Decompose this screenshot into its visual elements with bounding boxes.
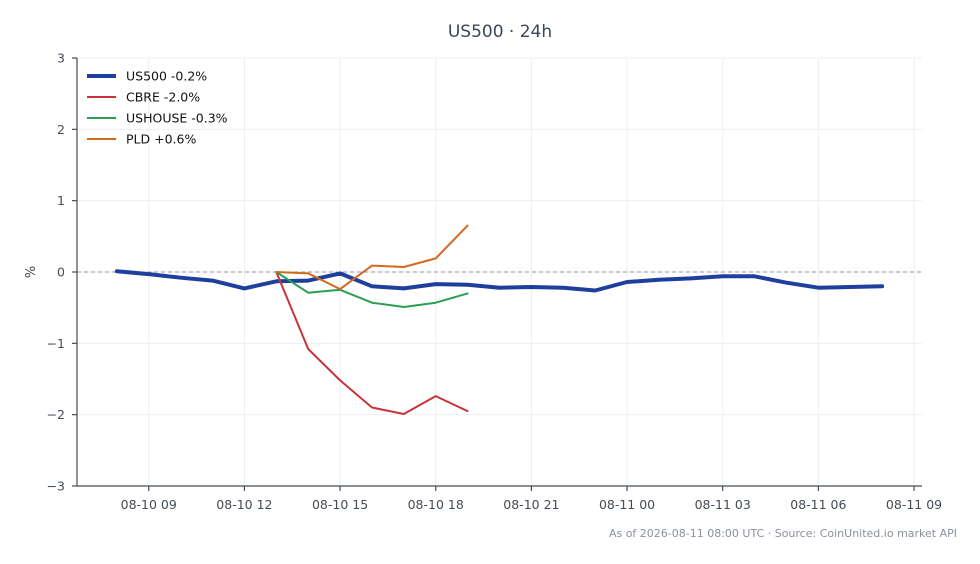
x-tick-label: 08-10 09 [121, 497, 177, 512]
chart-title: US500 · 24h [448, 22, 552, 42]
chart-footer: As of 2026-08-11 08:00 UTC · Source: Coi… [609, 527, 957, 540]
series-lines [114, 224, 885, 415]
legend: US500 -0.2% CBRE -2.0% USHOUSE -0.3% PLD +0… [87, 69, 228, 147]
legend-label: PLD +0.6% [126, 132, 196, 147]
x-tick-label: 08-11 03 [695, 497, 751, 512]
y-axis-label: % [24, 266, 39, 278]
legend-label: US500 -0.2% [126, 69, 207, 84]
x-tick-label: 08-11 00 [599, 497, 655, 512]
series-line-2 [275, 271, 469, 308]
y-tick-label: −3 [47, 479, 65, 494]
legend-label: USHOUSE -0.3% [126, 111, 228, 126]
x-tick-label: 08-10 15 [312, 497, 368, 512]
series-line-3 [275, 224, 469, 291]
x-tick-label: 08-11 09 [886, 497, 942, 512]
y-tick-label: 3 [57, 51, 65, 66]
y-tick-label: 1 [57, 193, 65, 208]
y-tick-label: −2 [47, 407, 65, 422]
x-tick-label: 08-10 21 [503, 497, 559, 512]
y-tick-label: 2 [57, 122, 65, 137]
series-line-1 [275, 271, 469, 415]
axes: −3 −2 −1 0 1 2 3 08-10 09 08-10 12 08-10 15 08-10 … [47, 51, 943, 513]
series-line-0 [114, 269, 885, 293]
x-tick-label: 08-10 18 [408, 497, 464, 512]
x-tick-label: 08-10 12 [216, 497, 272, 512]
x-tick-label: 08-11 06 [790, 497, 846, 512]
y-tick-label: 0 [57, 265, 65, 280]
y-tick-label: −1 [47, 336, 65, 351]
legend-label: CBRE -2.0% [126, 90, 200, 105]
